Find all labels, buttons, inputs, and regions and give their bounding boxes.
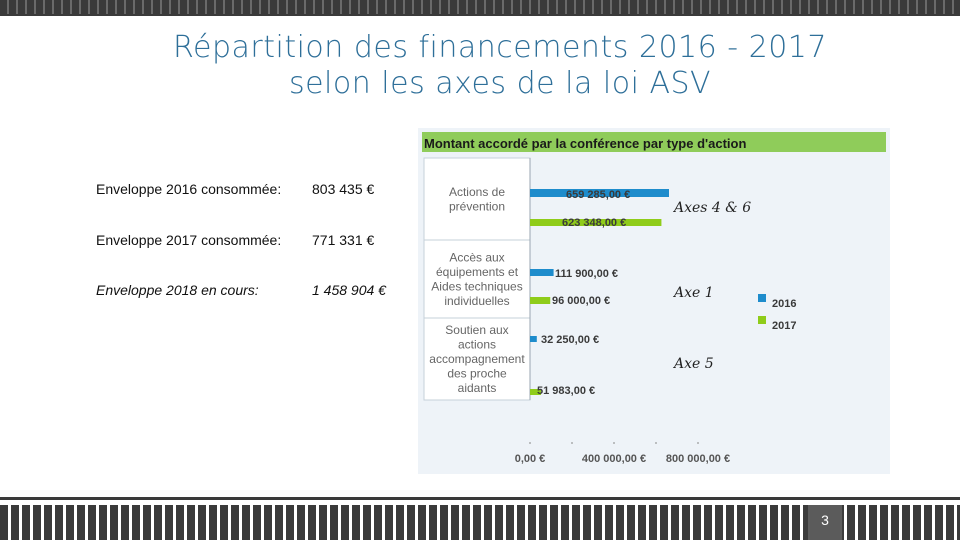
category-label: Soutien aux bbox=[445, 323, 508, 337]
data-label: 111 900,00 € bbox=[555, 268, 618, 280]
envelope-2017-value: 771 331 € bbox=[312, 232, 375, 248]
envelope-2018-value: 1 458 904 € bbox=[312, 282, 386, 298]
axis-annotation: Axe 5 bbox=[672, 356, 714, 372]
category-label: individuelles bbox=[444, 294, 509, 308]
legend-swatch-2016 bbox=[758, 294, 766, 302]
bottom-divider bbox=[0, 497, 960, 500]
slide-title-line-2: selon les axes de la loi ASV bbox=[288, 66, 712, 101]
axis-annotation: Axe 1 bbox=[672, 285, 714, 301]
data-label: 51 983,00 € bbox=[537, 385, 595, 397]
category-label: des proche bbox=[447, 367, 507, 381]
slide-title: Répartition des financements 2016 - 2017… bbox=[100, 30, 900, 102]
bar-2017 bbox=[530, 389, 541, 395]
legend-swatch-2017 bbox=[758, 316, 766, 324]
category-column bbox=[423, 157, 531, 401]
page-number: 3 bbox=[821, 512, 829, 528]
chart-title: Montant accordé par la conférence par ty… bbox=[424, 136, 746, 151]
legend-label-2016: 2016 bbox=[772, 298, 796, 310]
bar-2017 bbox=[530, 297, 551, 304]
legend-label-2017: 2017 bbox=[772, 320, 796, 332]
x-tick-label: 0,00 € bbox=[515, 453, 546, 465]
data-label: 96 000,00 € bbox=[552, 295, 610, 307]
page-number-box bbox=[808, 505, 842, 540]
axis-annotation: Axes 4 & 6 bbox=[672, 200, 751, 216]
category-label: équipements et bbox=[436, 265, 519, 279]
top-divider bbox=[0, 14, 960, 16]
envelope-2017-label: Enveloppe 2017 consommée: bbox=[96, 232, 282, 248]
data-label: 623 348,00 € bbox=[562, 217, 626, 229]
category-label: prévention bbox=[449, 199, 505, 213]
x-tick-label: 400 000,00 € bbox=[582, 453, 646, 465]
category-label: actions bbox=[458, 338, 496, 352]
slide-title-line-1: Répartition des financements 2016 - 2017 bbox=[173, 30, 827, 65]
bottom-decorative-band bbox=[0, 505, 960, 540]
data-label: 659 285,00 € bbox=[566, 189, 630, 201]
category-label: Actions de bbox=[449, 185, 505, 199]
top-decorative-band bbox=[0, 0, 960, 14]
envelope-2018-label: Enveloppe 2018 en cours: bbox=[96, 282, 259, 298]
data-label: 32 250,00 € bbox=[541, 334, 599, 346]
chart-panel: Montant accordé par la conférence par ty… bbox=[418, 128, 890, 474]
category-label: accompagnement bbox=[429, 352, 525, 366]
category-label: aidants bbox=[458, 381, 497, 395]
bar-2017 bbox=[530, 219, 662, 226]
x-tick-label: 800 000,00 € bbox=[666, 453, 730, 465]
bar-2016 bbox=[530, 189, 669, 197]
chart-title-band bbox=[422, 132, 886, 152]
envelope-2016-label: Enveloppe 2016 consommée: bbox=[96, 181, 282, 197]
bar-2016 bbox=[530, 269, 554, 276]
envelope-2016-value: 803 435 € bbox=[312, 181, 375, 197]
bar-2016 bbox=[530, 336, 537, 342]
category-label: Accès aux bbox=[449, 250, 504, 264]
category-label: Aides techniques bbox=[431, 279, 522, 293]
bar-chart: Montant accordé par la conférence par ty… bbox=[422, 132, 886, 465]
